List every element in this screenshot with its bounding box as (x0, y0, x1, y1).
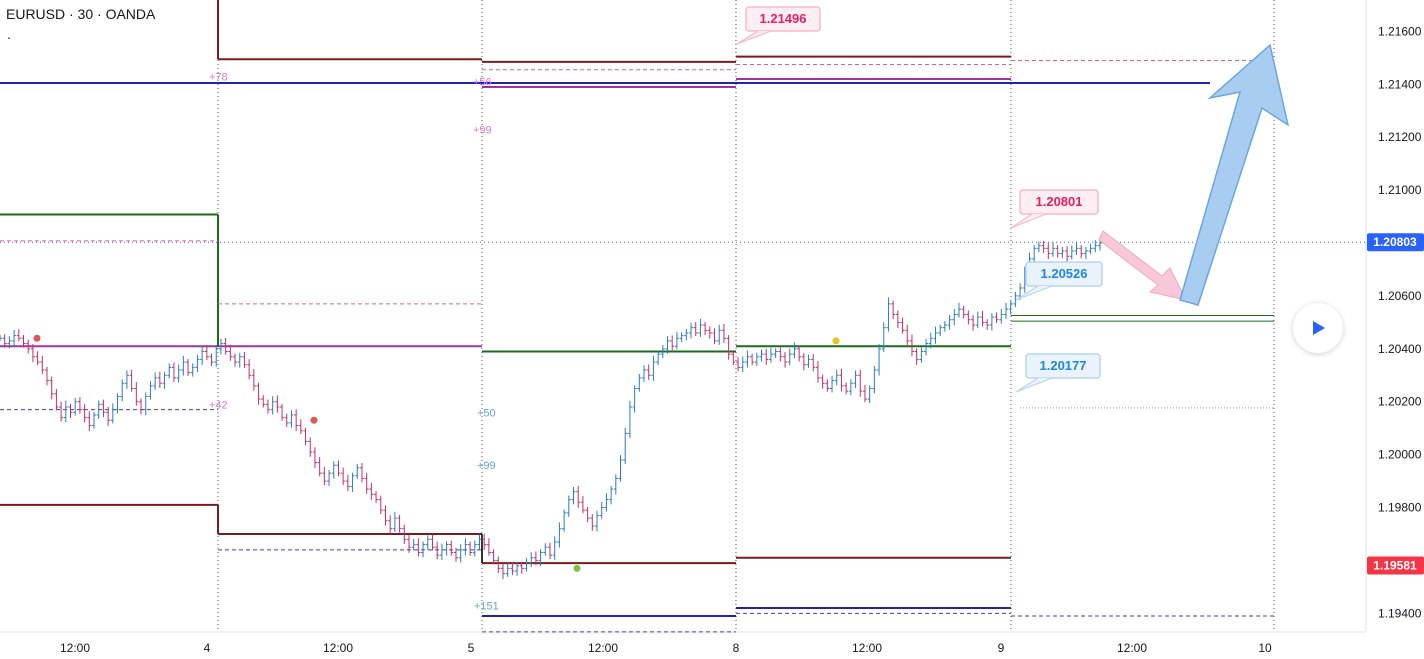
level-label: +50 (477, 407, 496, 419)
price-callout-label: 1.20801 (1036, 194, 1083, 209)
time-axis-tick-label: 12:00 (323, 641, 353, 655)
price-axis-tick-label: 1.20400 (1378, 342, 1422, 356)
signal-dot (832, 337, 840, 345)
time-axis-tick-label: 12:00 (1117, 641, 1147, 655)
price-axis-tick-label: 1.20200 (1378, 395, 1422, 409)
price-callout-box (1025, 353, 1101, 379)
price-axis-tick-label: 1.20000 (1378, 448, 1422, 462)
callout-pointer (736, 30, 772, 45)
time-axis-tick-label: 8 (733, 641, 740, 655)
symbol-title: EURUSD · 30 · OANDA (6, 6, 156, 22)
time-axis-tick-label: 10 (1258, 641, 1272, 655)
time-axis-tick-label: 12:00 (60, 641, 90, 655)
time-axis-tick-label: 5 (468, 641, 475, 655)
price-axis-badge (1367, 556, 1424, 575)
callout-pointer (1015, 285, 1053, 301)
price-callout-box (1019, 189, 1099, 215)
time-axis-tick-label: 12:00 (852, 641, 882, 655)
callout-pointer (1010, 213, 1047, 229)
signal-dot (310, 416, 318, 424)
level-label: +99 (473, 124, 492, 136)
level-label: +99 (477, 460, 496, 472)
time-axis-tick-label: 9 (998, 641, 1005, 655)
price-axis-tick-label: 1.21200 (1378, 130, 1422, 144)
price-axis-tick-label: 1.21400 (1378, 77, 1422, 91)
price-callout-label: 1.20177 (1040, 358, 1087, 373)
replay-play-button[interactable] (1293, 303, 1343, 353)
price-axis-tick-label: 1.21600 (1378, 24, 1422, 38)
price-callout-box (745, 6, 821, 32)
price-callout-box (1025, 261, 1103, 287)
play-icon (1313, 321, 1325, 335)
symbol-status-dot: . (7, 26, 11, 42)
level-label: +42 (209, 399, 228, 411)
price-callout-label: 1.21496 (760, 11, 807, 26)
time-axis-tick-label: 12:00 (588, 641, 618, 655)
price-axis-tick-label: 1.19400 (1378, 606, 1422, 620)
projection-arrow-up (1179, 43, 1290, 306)
price-axis-tick-label: 1.21000 (1378, 183, 1422, 197)
price-axis-badge (1367, 233, 1424, 252)
signal-dot (33, 334, 41, 342)
price-callout-label: 1.20526 (1041, 266, 1088, 281)
callout-pointer (1015, 377, 1053, 393)
time-axis-tick-label: 4 (204, 641, 211, 655)
price-axis-badge-label: 1.19581 (1373, 558, 1417, 572)
projection-arrow-down (1098, 230, 1187, 301)
price-axis-tick-label: 1.20600 (1378, 289, 1422, 303)
price-axis-badge-label: 1.20803 (1373, 235, 1417, 249)
level-label: +151 (474, 600, 499, 612)
price-axis-tick-label: 1.19800 (1378, 501, 1422, 515)
signal-dot (573, 564, 581, 572)
level-label: +78 (209, 71, 228, 83)
level-label: +56 (473, 77, 492, 89)
